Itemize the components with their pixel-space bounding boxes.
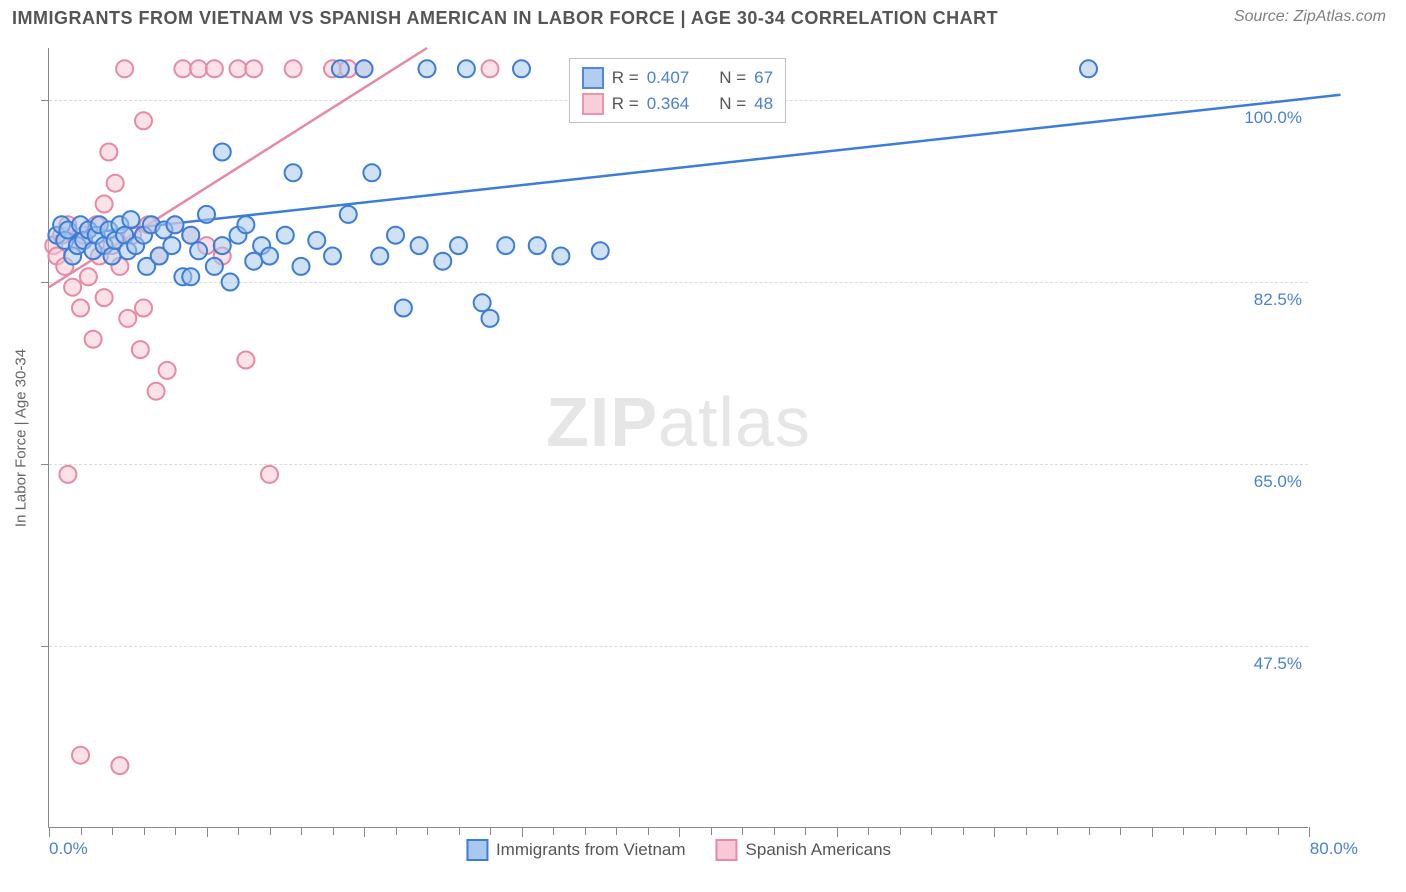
swatch-icon [466, 839, 488, 861]
x-axis-max-label: 80.0% [1310, 839, 1358, 859]
x-axis-min-label: 0.0% [49, 839, 88, 859]
chart-title: IMMIGRANTS FROM VIETNAM VS SPANISH AMERI… [12, 8, 998, 29]
legend-item-vietnam: Immigrants from Vietnam [466, 839, 686, 861]
swatch-icon [716, 839, 738, 861]
legend-correlation-row: R = 0.407N = 67 [582, 65, 773, 91]
correlation-legend: R = 0.407N = 67R = 0.364N = 48 [569, 58, 786, 123]
plot-area: In Labor Force | Age 30-34 47.5%65.0%82.… [48, 48, 1308, 828]
source-attribution: Source: ZipAtlas.com [1234, 8, 1386, 26]
legend-correlation-row: R = 0.364N = 48 [582, 91, 773, 117]
scatter-chart-svg [49, 48, 1308, 827]
series-legend: Immigrants from Vietnam Spanish American… [466, 839, 891, 861]
legend-label: Immigrants from Vietnam [496, 840, 686, 860]
legend-label: Spanish Americans [746, 840, 892, 860]
legend-item-spanish: Spanish Americans [716, 839, 892, 861]
y-axis-title: In Labor Force | Age 30-34 [13, 348, 30, 526]
